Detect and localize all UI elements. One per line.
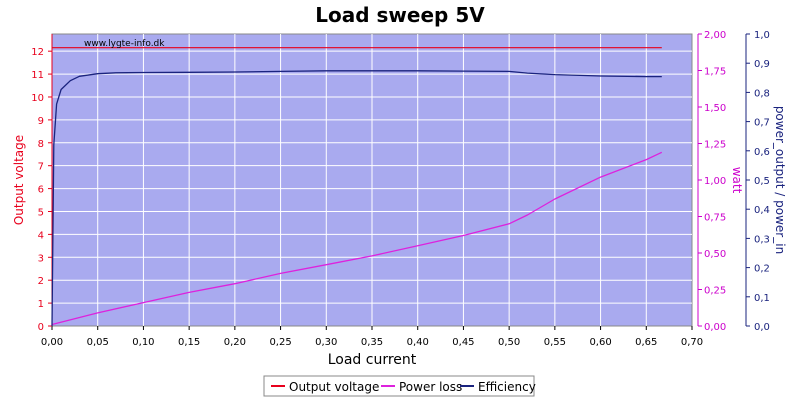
y-left-tick-label: 12 [31, 47, 44, 58]
y-right2-tick-label: 0,6 [754, 147, 770, 158]
y-right1-axis-label: watt [730, 167, 744, 194]
x-tick-label: 0,20 [224, 337, 246, 348]
watermark: www.lygte-info.dk [84, 39, 165, 49]
y-right2-tick-label: 0,3 [754, 234, 770, 245]
x-tick-label: 0,00 [41, 337, 63, 348]
x-tick-label: 0,70 [681, 337, 703, 348]
y-right2-tick-label: 0,8 [754, 88, 770, 99]
y-right2-tick-label: 0,2 [754, 264, 770, 275]
y-left-tick-label: 3 [38, 253, 44, 264]
y-right1-tick-label: 0,75 [704, 213, 726, 224]
chart-title: Load sweep 5V [315, 3, 485, 27]
grid-lines [52, 34, 692, 326]
legend-box [263, 375, 535, 397]
y-right1-tick-label: 1,50 [704, 103, 726, 114]
y-left-axis-label: Output voltage [12, 135, 26, 225]
y-right1-tick-label: 1,00 [704, 176, 726, 187]
x-tick-label: 0,15 [178, 337, 200, 348]
y-right2-tick-label: 0,4 [754, 205, 770, 216]
x-tick-label: 0,55 [544, 337, 566, 348]
x-tick-label: 0,25 [269, 337, 291, 348]
x-tick-label: 0,50 [498, 337, 520, 348]
y-left-tick-label: 11 [31, 70, 44, 81]
y-left-tick-label: 2 [38, 276, 44, 287]
x-tick-label: 0,60 [589, 337, 611, 348]
x-tick-label: 0,35 [361, 337, 383, 348]
legend-label-output-voltage: Output voltage [289, 380, 379, 394]
y-left-tick-label: 0 [38, 322, 44, 333]
y-left-tick-label: 5 [38, 207, 44, 218]
x-tick-label: 0,30 [315, 337, 337, 348]
y-right1-tick-label: 0,00 [704, 322, 726, 333]
y-right1-tick-label: 1,25 [704, 140, 726, 151]
series-line-efficiency [51, 70, 662, 327]
x-tick-label: 0,45 [452, 337, 474, 348]
x-axis-label: Load current [328, 352, 417, 368]
y-right2-axis-label: power_output / power_in [773, 106, 787, 254]
y-left-tick-label: 6 [38, 185, 44, 196]
series-line-power-loss [51, 151, 663, 326]
x-tick-label: 0,65 [635, 337, 657, 348]
y-right2-tick-label: 0,1 [754, 293, 770, 304]
y-right2-tick-label: 0,0 [754, 322, 770, 333]
y-right2-tick-label: 0,5 [754, 176, 770, 187]
x-tick-label: 0,05 [87, 337, 109, 348]
legend: Output voltage Power loss Efficiency [263, 375, 536, 397]
axes: 0,00 0,05 0,10 0,15 0,20 0,25 0,30 0,35 0,40 0,45… [31, 30, 770, 348]
y-right2-tick-label: 1,0 [754, 30, 770, 41]
y-left-tick-label: 10 [31, 93, 44, 104]
y-right1-tick-label: 0,50 [704, 249, 726, 260]
y-left-tick-label: 8 [38, 139, 44, 150]
x-tick-label: 0,40 [407, 337, 429, 348]
legend-label-power-loss: Power loss [399, 380, 462, 394]
y-right2-tick-label: 0,7 [754, 118, 770, 129]
y-right1-tick-label: 1,75 [704, 67, 726, 78]
legend-label-efficiency: Efficiency [478, 380, 536, 394]
y-right1-tick-label: 0,25 [704, 286, 726, 297]
series-lines [51, 47, 663, 327]
y-left-tick-label: 1 [38, 299, 44, 310]
y-right2-tick-label: 0,9 [754, 59, 770, 70]
x-tick-label: 0,10 [132, 337, 154, 348]
y-left-tick-label: 7 [38, 162, 44, 173]
y-right1-tick-label: 2,00 [704, 30, 726, 41]
y-left-tick-label: 9 [38, 116, 44, 127]
y-left-tick-label: 4 [38, 230, 44, 241]
